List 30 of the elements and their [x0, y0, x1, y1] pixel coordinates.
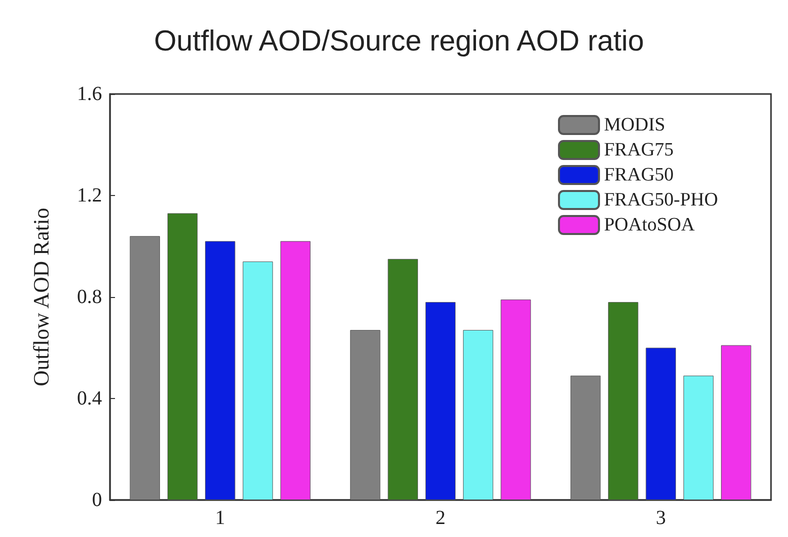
legend-label: POAtoSOA: [604, 214, 696, 236]
y-tick-label: 1.6: [77, 83, 102, 105]
bar: [425, 302, 456, 500]
bar: [500, 300, 531, 500]
bar: [350, 330, 380, 500]
legend-label: FRAG50-PHO: [604, 190, 718, 210]
y-axis-title: Outflow AOD Ratio: [28, 208, 54, 386]
bar: [167, 213, 198, 500]
legend-label: FRAG50: [604, 164, 674, 186]
legend-label: MODIS: [604, 114, 666, 136]
bar: [388, 258, 418, 500]
bar: [683, 376, 714, 500]
bar: [280, 241, 311, 500]
bar: [570, 376, 601, 500]
bar: [721, 345, 752, 500]
y-tick-label: 0: [92, 489, 102, 511]
y-tick-label: 0.4: [77, 388, 102, 410]
y-tick-label: 0.8: [77, 286, 102, 308]
bar: [130, 236, 160, 500]
bar: [463, 330, 494, 500]
chart-title: Outflow AOD/Source region AOD ratio: [154, 26, 644, 58]
y-tick-label: 1.2: [77, 184, 102, 206]
x-tick-label: 1: [215, 507, 226, 529]
bar: [608, 302, 638, 500]
bar: [205, 241, 236, 500]
x-tick-label: 3: [656, 507, 666, 529]
bar: [242, 261, 273, 500]
legend-label: FRAG75: [604, 140, 674, 160]
bar: [646, 348, 676, 500]
x-tick-label: 2: [436, 507, 446, 529]
